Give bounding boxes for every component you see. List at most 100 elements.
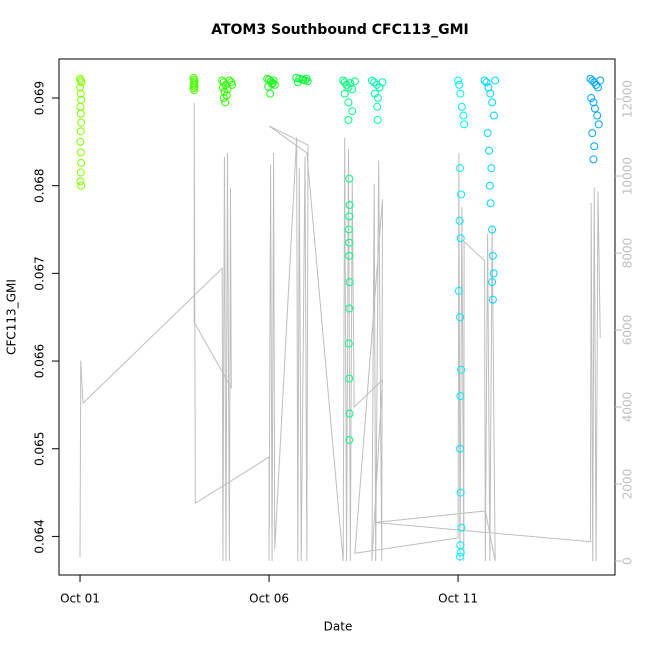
data-point <box>76 127 85 136</box>
data-point <box>456 488 465 497</box>
data-point <box>455 80 464 89</box>
data-point <box>593 83 602 92</box>
data-point <box>345 435 354 444</box>
y-tick-label: 0.067 <box>33 256 47 290</box>
data-point <box>596 76 605 85</box>
data-point <box>486 199 495 208</box>
data-point <box>302 74 311 83</box>
data-point <box>370 78 379 87</box>
data-point <box>489 269 498 278</box>
data-point <box>340 89 349 98</box>
x-tick-label: Oct 01 <box>60 592 100 606</box>
data-point <box>76 83 85 92</box>
data-point <box>345 278 354 287</box>
data-point <box>480 76 489 85</box>
data-point <box>77 158 86 167</box>
data-point <box>488 225 497 234</box>
data-point <box>345 238 354 247</box>
data-point <box>455 313 464 322</box>
data-point <box>589 98 598 107</box>
data-point <box>190 82 199 91</box>
y2-tick-label: 12000 <box>621 80 635 118</box>
data-point <box>76 168 85 177</box>
data-point <box>488 251 497 260</box>
y2-tick-label: 2000 <box>621 469 635 500</box>
y2-tick-label: 8000 <box>621 238 635 269</box>
data-point <box>457 102 466 111</box>
x-tick-label: Oct 11 <box>438 592 478 606</box>
data-point <box>592 80 601 89</box>
data-point <box>225 76 234 85</box>
data-point <box>348 85 357 94</box>
data-point <box>485 146 494 155</box>
data-point <box>455 552 464 561</box>
data-point <box>457 365 466 374</box>
chart-title: ATOM3 Southbound CFC113_GMI <box>211 22 469 38</box>
x-tick-label: Oct 06 <box>249 592 289 606</box>
y2-tick-label: 4000 <box>621 392 635 423</box>
data-point <box>344 98 353 107</box>
data-point <box>459 111 468 120</box>
plot-frame <box>58 58 616 576</box>
y-axis-label: CFC113_GMI <box>5 279 19 355</box>
data-point <box>76 102 85 111</box>
data-point <box>460 120 469 129</box>
data-point <box>345 374 354 383</box>
data-point <box>490 111 499 120</box>
data-point <box>373 94 382 103</box>
data-point <box>454 286 463 295</box>
data-point <box>218 83 227 92</box>
data-point <box>269 76 278 85</box>
data-point <box>589 155 598 164</box>
data-point <box>340 78 349 87</box>
data-point <box>266 89 275 98</box>
data-point <box>483 129 492 138</box>
data-point <box>76 89 85 98</box>
data-point <box>350 77 359 86</box>
data-point <box>344 115 353 124</box>
data-point <box>593 111 602 120</box>
data-point <box>77 118 86 127</box>
data-point <box>457 523 466 532</box>
data-point <box>367 76 376 85</box>
data-point <box>76 109 85 118</box>
data-point <box>345 174 354 183</box>
data-point <box>491 76 500 85</box>
data-point <box>455 444 464 453</box>
data-point <box>455 164 464 173</box>
data-point <box>219 78 228 87</box>
data-point <box>456 392 465 401</box>
data-point <box>487 164 496 173</box>
data-point <box>486 89 495 98</box>
data-point <box>268 79 277 88</box>
y-tick-label: 0.068 <box>33 169 47 203</box>
data-point <box>373 102 382 111</box>
data-point <box>345 409 354 418</box>
data-point <box>590 104 599 113</box>
x-axis-label: Date <box>324 620 353 634</box>
data-point <box>344 83 353 92</box>
data-point <box>221 98 230 107</box>
data-point <box>456 234 465 243</box>
data-point <box>345 251 354 260</box>
y-tick-label: 0.066 <box>33 344 47 378</box>
data-point <box>219 94 228 103</box>
data-point <box>345 200 354 209</box>
data-point <box>348 107 357 116</box>
y-tick-label: 0.064 <box>33 519 47 553</box>
data-point <box>76 148 85 157</box>
data-point <box>456 548 465 557</box>
data-point <box>590 142 599 151</box>
altitude-line <box>79 102 601 562</box>
data-point <box>594 120 603 129</box>
data-point <box>488 278 497 287</box>
data-point <box>76 137 85 146</box>
data-point <box>344 339 353 348</box>
data-point <box>488 98 497 107</box>
data-point <box>344 225 353 234</box>
data-point <box>299 75 308 84</box>
data-point <box>373 115 382 124</box>
data-point <box>485 181 494 190</box>
data-point <box>77 181 86 190</box>
